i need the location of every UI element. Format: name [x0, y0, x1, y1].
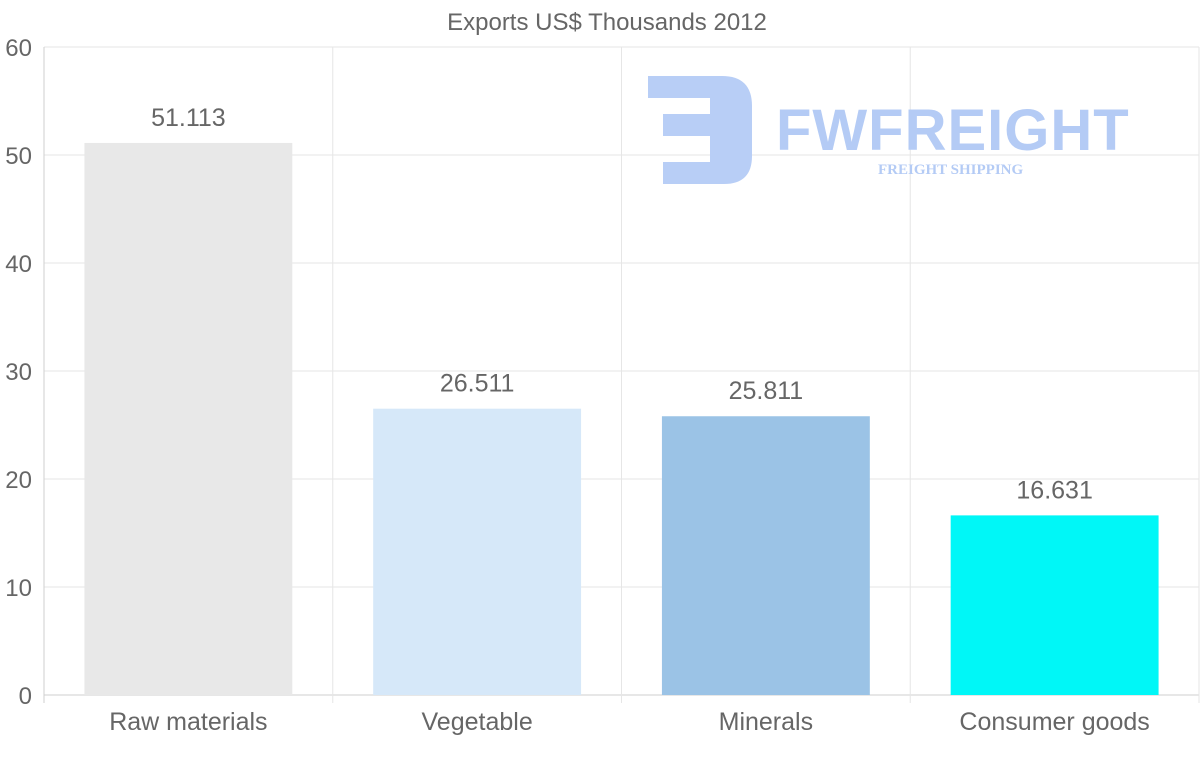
- bar-value-label: 26.511: [440, 370, 515, 398]
- chart-title: Exports US$ Thousands 2012: [447, 9, 767, 36]
- bar-raw-materials: [84, 142, 293, 695]
- bar-value-label: 25.811: [729, 377, 804, 405]
- y-tick-label: 60: [5, 35, 32, 62]
- watermark-tagline: FREIGHT SHIPPING: [878, 162, 1023, 178]
- bar-minerals: [661, 416, 870, 695]
- watermark-logo: FWFREIGHT FREIGHT SHIPPING: [648, 76, 1130, 184]
- bar-consumer-goods: [950, 515, 1159, 695]
- y-tick-label: 0: [19, 683, 32, 710]
- x-tick-label: Raw materials: [109, 708, 267, 736]
- labels: 0 10 20 30 40 50 60 51.113 Raw materials 26.511 Ve…: [5, 35, 1150, 736]
- bars: [84, 142, 1159, 695]
- watermark-logo-icon: [648, 76, 752, 184]
- y-tick-label: 10: [5, 575, 32, 602]
- x-tick-label: Minerals: [719, 708, 813, 736]
- x-tick-label: Consumer goods: [959, 708, 1149, 736]
- bar-vegetable: [373, 408, 582, 695]
- y-tick-label: 20: [5, 467, 32, 494]
- y-tick-label: 30: [5, 359, 32, 386]
- y-tick-label: 50: [5, 143, 32, 170]
- bar-value-label: 51.113: [151, 104, 226, 132]
- watermark-brand: FWFREIGHT: [776, 98, 1130, 163]
- y-tick-label: 40: [5, 251, 32, 278]
- bar-value-label: 16.631: [1016, 476, 1092, 504]
- x-tick-label: Vegetable: [422, 708, 533, 736]
